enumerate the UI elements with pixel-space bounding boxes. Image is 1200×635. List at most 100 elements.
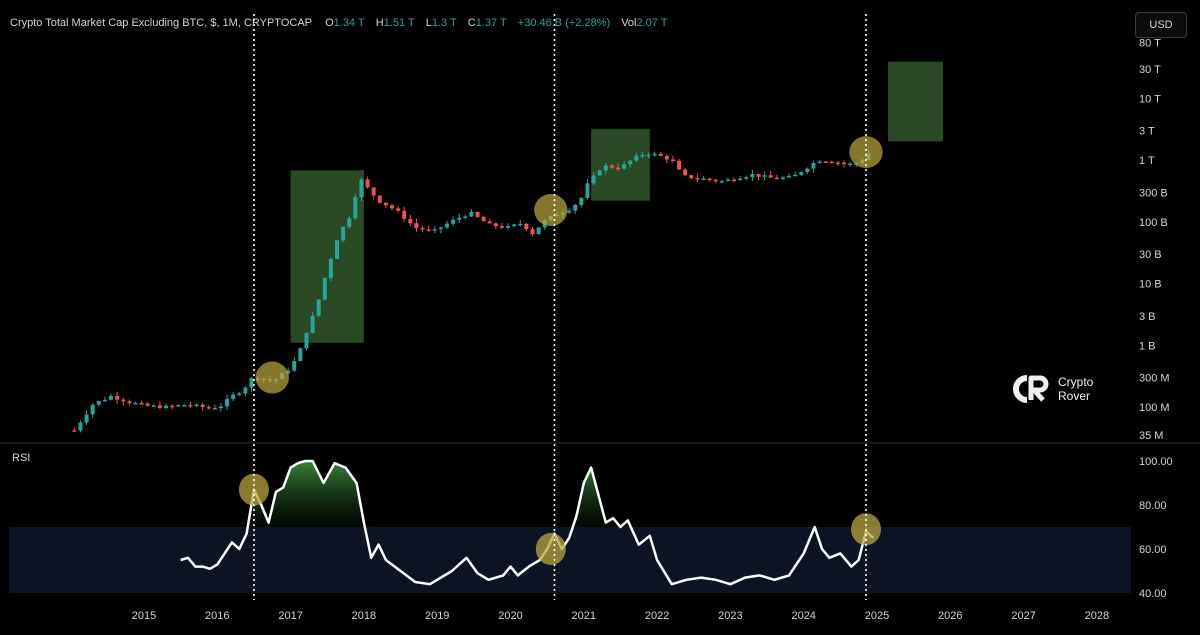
candle-body-12 [145, 403, 150, 406]
year-axis-label: 2016 [205, 610, 229, 622]
year-axis-label: 2023 [718, 610, 742, 622]
year-axis-label: 2025 [865, 610, 889, 622]
rsi-axis-label: 40.00 [1139, 588, 1167, 600]
close-value: 1.37 T [475, 17, 507, 29]
candle-body-43 [335, 240, 340, 259]
year-axis-label: 2021 [572, 610, 596, 622]
candle-body-55 [408, 218, 413, 224]
currency-button[interactable]: USD [1135, 12, 1187, 38]
candle-body-94 [646, 154, 651, 157]
candle-body-2 [84, 414, 89, 423]
candle-body-64 [463, 216, 468, 218]
candle-body-115 [774, 177, 779, 180]
candle-body-24 [218, 406, 223, 409]
crypto-rover-logo: Crypto Rover [1012, 374, 1118, 404]
candle-body-88 [609, 165, 614, 168]
candle-body-107 [725, 179, 730, 182]
candle-body-65 [469, 211, 474, 217]
year-axis-label: 2019 [425, 610, 449, 622]
open-label: O [325, 17, 334, 29]
candle-body-104 [707, 178, 712, 181]
candle-body-50 [377, 195, 382, 203]
candle-body-53 [396, 208, 401, 211]
year-axis-label: 2028 [1085, 610, 1109, 622]
candle-body-90 [622, 164, 627, 169]
rover-logo-icon [1013, 375, 1049, 403]
open-value: 1.34 T [333, 17, 365, 29]
candle-body-108 [732, 179, 737, 182]
year-axis-label: 2024 [791, 610, 815, 622]
price-axis-label: 3 T [1139, 126, 1155, 138]
candle-body-66 [475, 211, 480, 217]
candle-body-119 [799, 172, 804, 175]
price-axis-label: 10 B [1139, 279, 1162, 291]
candle-body-85 [591, 175, 596, 184]
candle-body-110 [744, 177, 749, 179]
candle-body-27 [237, 393, 242, 395]
candle-body-5 [102, 399, 107, 402]
projection-box-2 [591, 128, 650, 201]
change-value: +30.46 B (+2.28%) [517, 17, 611, 29]
candle-body-112 [756, 174, 761, 177]
candle-body-4 [96, 401, 101, 405]
candle-body-120 [805, 168, 810, 173]
price-axis-label: 1 T [1139, 155, 1155, 167]
candle-body-28 [243, 387, 248, 394]
candle-body-100 [683, 169, 688, 176]
projection-box-3 [887, 61, 943, 142]
candle-body-37 [298, 348, 303, 362]
highlight-ellipse-2 [534, 194, 568, 227]
logo-line-1: Crypto [1058, 375, 1094, 389]
rsi-label: RSI [12, 452, 31, 464]
candle-body-14 [157, 405, 162, 409]
low-value: 1.3 T [431, 17, 457, 29]
candle-body-95 [652, 153, 657, 156]
candle-body-74 [524, 223, 529, 230]
year-axis-label: 2018 [352, 610, 376, 622]
candle-body-8 [121, 399, 126, 402]
candle-body-56 [414, 223, 419, 229]
candle-body-21 [200, 404, 205, 408]
candle-body-121 [811, 163, 816, 169]
candle-body-15 [163, 405, 168, 409]
candle-body-62 [451, 219, 456, 224]
candle-body-68 [487, 221, 492, 224]
candle-body-101 [689, 175, 694, 179]
candle-body-124 [829, 161, 834, 164]
logo-line-2: Rover [1058, 389, 1091, 403]
candle-body-89 [616, 167, 621, 170]
candle-body-16 [170, 405, 175, 408]
candle-body-86 [597, 170, 602, 176]
candle-body-25 [225, 398, 230, 407]
candle-body-40 [316, 299, 321, 316]
candle-body-84 [585, 183, 590, 198]
candle-body-51 [383, 202, 388, 206]
price-axis-label: 35 M [1139, 430, 1163, 442]
candle-body-45 [347, 218, 352, 227]
candle-body-41 [322, 277, 327, 300]
candle-body-7 [115, 395, 120, 400]
candle-body-98 [670, 159, 675, 162]
candle-body-111 [750, 174, 755, 178]
candle-body-70 [499, 226, 504, 228]
candle-body-113 [762, 175, 767, 177]
candle-body-48 [365, 179, 370, 188]
candle-body-10 [133, 403, 138, 405]
year-axis-label: 2026 [938, 610, 962, 622]
price-axis-label: 300 M [1139, 373, 1170, 385]
year-axis-label: 2022 [645, 610, 669, 622]
rsi-axis-label: 80.00 [1139, 500, 1167, 512]
candle-body-58 [426, 229, 431, 231]
candle-body-82 [573, 204, 578, 211]
candle-body-46 [353, 197, 358, 219]
candle-body-103 [701, 178, 706, 181]
highlight-ellipse-3 [849, 136, 883, 169]
candle-body-106 [719, 181, 724, 183]
candle-body-49 [371, 187, 376, 196]
candle-body-60 [438, 227, 443, 230]
price-axis-label: 30 B [1139, 249, 1162, 261]
candle-body-42 [328, 258, 333, 278]
candle-body-127 [848, 163, 853, 165]
candle-body-9 [127, 401, 132, 404]
